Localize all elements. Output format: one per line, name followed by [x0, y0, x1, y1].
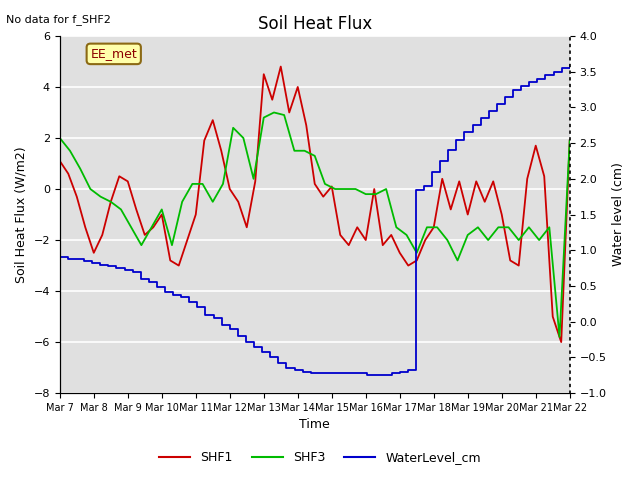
Text: EE_met: EE_met [90, 48, 137, 60]
Y-axis label: Soil Heat Flux (W/m2): Soil Heat Flux (W/m2) [15, 146, 28, 283]
Y-axis label: Water level (cm): Water level (cm) [612, 163, 625, 266]
Legend: SHF1, SHF3, WaterLevel_cm: SHF1, SHF3, WaterLevel_cm [154, 446, 486, 469]
Text: No data for f_SHF2: No data for f_SHF2 [6, 14, 111, 25]
Title: Soil Heat Flux: Soil Heat Flux [258, 15, 372, 33]
X-axis label: Time: Time [300, 419, 330, 432]
